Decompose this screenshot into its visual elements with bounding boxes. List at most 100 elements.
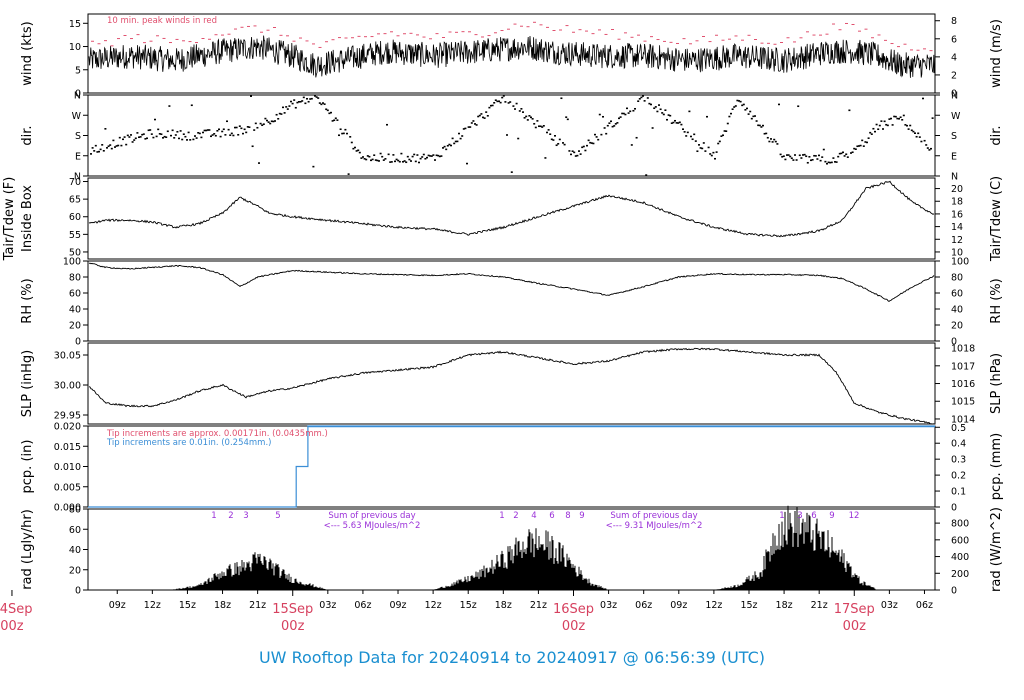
x-day-sublabel: 00z bbox=[0, 619, 24, 634]
rad-axis-label: rad (Lgly/hr) bbox=[20, 509, 35, 590]
x-day-label: 17Sep bbox=[834, 602, 875, 617]
x-hour-label: 15z bbox=[460, 600, 477, 611]
slp-left-label: 29.95 bbox=[54, 411, 81, 422]
temp-axis-label: Tair/Tdew (F) bbox=[2, 177, 17, 262]
temp-axis-label-right: Tair/Tdew (C) bbox=[989, 176, 1004, 262]
temp-right-label: 18 bbox=[951, 197, 963, 208]
pcp-axis-label: pcp. (in) bbox=[20, 440, 35, 494]
dir-right-label: W bbox=[951, 111, 961, 122]
rad-left-label: 20 bbox=[69, 565, 81, 576]
rad-axis-label-right: rad (W/m^2) bbox=[989, 507, 1004, 592]
pcp-left-label: 0.015 bbox=[54, 442, 81, 453]
x-hour-label: 09z bbox=[389, 600, 406, 611]
slp-axis-label: SLP (inHg) bbox=[20, 350, 35, 418]
wind-left-label: 15 bbox=[69, 19, 81, 30]
x-day-sublabel: 00z bbox=[281, 619, 305, 634]
rad-sum-2-value: <--- 9.31 MJoules/m^2 bbox=[606, 521, 703, 531]
rad-left-label: 0 bbox=[75, 586, 81, 597]
rad-hour-mark: 1 bbox=[499, 511, 504, 521]
title-to: to bbox=[515, 648, 532, 667]
dir-right-label: N bbox=[951, 172, 958, 183]
rh-right-label: 20 bbox=[951, 321, 963, 332]
x-hour-label: 21z bbox=[811, 600, 828, 611]
x-hour-label: 15z bbox=[740, 600, 757, 611]
rad-hour-mark: 1 bbox=[211, 511, 216, 521]
x-hour-label: 06z bbox=[916, 600, 933, 611]
x-hour-label: 18z bbox=[495, 600, 512, 611]
slp-axis-label-right: SLP (hPa) bbox=[989, 353, 1004, 414]
pcp-right-label: 0.2 bbox=[951, 471, 966, 482]
pcp-note-coarse: Tip increments are 0.01in. (0.254mm.) bbox=[106, 438, 271, 448]
slp-left-label: 30.00 bbox=[54, 381, 81, 392]
rad-hour-mark: 4 bbox=[531, 511, 536, 521]
x-hour-label: 03z bbox=[881, 600, 898, 611]
slp-right-label: 1015 bbox=[951, 397, 975, 408]
rad-right-label: 800 bbox=[951, 519, 969, 530]
rh-left-label: 20 bbox=[69, 321, 81, 332]
weather-chart: wind (kts) wind (m/s) dir. dir. Tair/Tdew (F… bbox=[0, 13, 1004, 634]
x-hour-label: 12z bbox=[144, 600, 161, 611]
x-hour-label: 15z bbox=[179, 600, 196, 611]
rad-hour-mark: 9 bbox=[829, 511, 834, 521]
x-hour-label: 12z bbox=[705, 600, 722, 611]
rad-sum-1-value: <--- 5.63 MJoules/m^2 bbox=[324, 521, 421, 531]
wind-right-label: 6 bbox=[951, 34, 957, 45]
title-end: 20240917 @ 06:56:39 bbox=[536, 648, 716, 667]
dir-left-label: E bbox=[75, 151, 81, 162]
rh-right-label: 0 bbox=[951, 337, 957, 348]
temp-left-label: 55 bbox=[69, 230, 81, 241]
x-day-sublabel: 00z bbox=[843, 619, 867, 634]
temp-right-label: 12 bbox=[951, 235, 963, 246]
dir-left-label: W bbox=[72, 111, 82, 122]
slp-left-label: 30.05 bbox=[54, 351, 81, 362]
title-start: 20240914 bbox=[428, 648, 511, 667]
rh-series-line bbox=[88, 262, 935, 302]
x-day-label: 15Sep bbox=[272, 602, 313, 617]
pcp-right-label: 0.3 bbox=[951, 455, 966, 466]
x-day-label: 16Sep bbox=[553, 602, 594, 617]
rad-hour-mark: 2 bbox=[513, 511, 518, 521]
rad-right-label: 0 bbox=[951, 586, 957, 597]
rh-right-label: 100 bbox=[951, 257, 969, 268]
wind-axis-label: wind (kts) bbox=[20, 21, 35, 85]
rad-hour-mark: 3 bbox=[243, 511, 248, 521]
x-hour-label: 18z bbox=[214, 600, 231, 611]
rh-left-label: 60 bbox=[69, 289, 81, 300]
pcp-right-label: 0 bbox=[951, 503, 957, 514]
pcp-series-line bbox=[88, 425, 935, 508]
x-hour-label: 09z bbox=[109, 600, 126, 611]
rh-right-label: 80 bbox=[951, 273, 963, 284]
dir-right-label: E bbox=[951, 151, 957, 162]
temp-right-label: 16 bbox=[951, 209, 963, 220]
rh-axis-label: RH (%) bbox=[20, 278, 35, 323]
rad-hour-mark: 12 bbox=[849, 511, 860, 521]
slp-series-line bbox=[88, 347, 934, 425]
slp-right-label: 1018 bbox=[951, 344, 975, 355]
x-hour-label: 18z bbox=[776, 600, 793, 611]
x-hour-label: 21z bbox=[249, 600, 266, 611]
dir-left-label: N bbox=[74, 91, 81, 102]
dir-right-label: N bbox=[951, 91, 958, 102]
rad-hour-mark: 3 bbox=[797, 511, 802, 521]
pcp-axis-label-right: pcp. (mm) bbox=[989, 433, 1004, 500]
x-hour-label: 21z bbox=[530, 600, 547, 611]
rad-left-label: 80 bbox=[69, 505, 81, 516]
rh-left-label: 80 bbox=[69, 273, 81, 284]
rad-right-label: 600 bbox=[951, 535, 969, 546]
wind-left-label: 0 bbox=[75, 89, 81, 100]
pcp-right-label: 0.4 bbox=[951, 439, 966, 450]
pcp-left-label: 0.010 bbox=[54, 462, 81, 473]
temp-left-label: 70 bbox=[69, 177, 81, 188]
rad-hour-mark: 8 bbox=[565, 511, 570, 521]
pcp-left-label: 0.020 bbox=[54, 422, 81, 433]
wind-axis-label-right: wind (m/s) bbox=[989, 19, 1004, 88]
wind-right-label: 0 bbox=[951, 89, 957, 100]
pcp-left-label: 0.005 bbox=[54, 482, 81, 493]
wind-left-label: 10 bbox=[69, 42, 81, 53]
rad-hour-mark: 1 bbox=[779, 511, 784, 521]
title-prefix: UW Rooftop Data for bbox=[258, 648, 424, 667]
x-hour-label: 09z bbox=[670, 600, 687, 611]
dir-right-label: S bbox=[951, 131, 957, 142]
wind-series-line bbox=[88, 35, 935, 78]
rad-right-label: 200 bbox=[951, 569, 969, 580]
